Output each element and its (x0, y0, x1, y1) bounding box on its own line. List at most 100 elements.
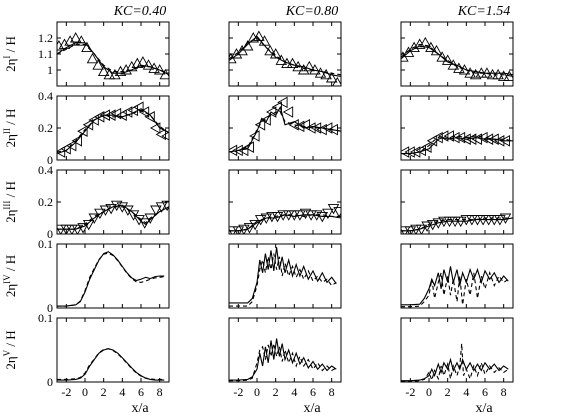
data-marker-triangle-left (401, 146, 410, 158)
data-marker-triangle-left (493, 135, 505, 147)
data-marker-triangle-up (269, 48, 282, 59)
y-label-base: 2η (3, 134, 18, 148)
data-marker-triangle-down (454, 216, 467, 228)
y-tick-label: 0 (47, 227, 53, 241)
data-marker-triangle-down (432, 218, 445, 229)
data-marker-triangle-left (99, 109, 110, 121)
data-marker-triangle-down (266, 211, 278, 223)
data-marker-triangle-up (58, 38, 71, 49)
column-title-kc-080: KC=0.80 (285, 4, 339, 19)
data-marker-triangle-down (327, 203, 340, 215)
panel-r2-c0: 0 0.2 0.4 (38, 163, 170, 241)
data-marker-triangle-up (230, 48, 243, 59)
y-tick-label: 0.2 (38, 195, 53, 209)
series-solid-line (57, 204, 169, 230)
data-marker-triangle-left (299, 119, 310, 131)
panel-frame (400, 317, 514, 383)
data-marker-triangle-down (426, 219, 439, 231)
data-marker-triangle-up (153, 64, 166, 75)
data-marker-triangle-left (305, 122, 316, 134)
data-marker-triangle-up (303, 60, 316, 72)
x-tick-label: 0 (82, 385, 88, 399)
data-marker-triangle-up (430, 44, 443, 56)
data-marker-triangle-down (133, 215, 145, 226)
data-marker-triangle-left (404, 146, 415, 158)
data-marker-triangle-left (71, 135, 82, 147)
data-marker-triangle-down (77, 223, 89, 234)
x-tick-label: 0 (426, 385, 432, 399)
data-marker-triangle-down (282, 210, 295, 221)
data-marker-triangle-left (271, 101, 282, 113)
data-marker-triangle-down (144, 213, 157, 224)
data-marker-triangle-down (138, 218, 151, 229)
series-solid-line (57, 42, 169, 76)
series-solid-line (229, 105, 341, 153)
panel-r0-c1 (228, 21, 342, 87)
x-axis-label-col-2: x/a (475, 401, 493, 416)
panel-plot-area (229, 30, 341, 86)
data-marker-triangle-up (441, 54, 454, 65)
data-marker-triangle-left (138, 106, 150, 118)
data-marker-triangle-down (99, 205, 112, 216)
panel-plot-area (229, 96, 341, 157)
series-solid-line (401, 45, 513, 76)
panel-r3-c1 (228, 243, 342, 309)
data-marker-triangle-down (260, 213, 273, 224)
data-marker-triangle-left (437, 130, 449, 142)
x-tick-label: 4 (119, 385, 125, 399)
data-marker-triangle-down (254, 215, 267, 226)
panel-frame (400, 95, 514, 161)
y-label-base: 2η (3, 356, 18, 370)
data-marker-triangle-down (421, 221, 433, 232)
y-axis-label-row-3: 2ηIV / H (2, 255, 18, 297)
data-marker-triangle-down (271, 211, 284, 223)
data-marker-triangle-left (482, 133, 494, 145)
data-marker-triangle-down (116, 202, 129, 213)
x-tick-label: 6 (138, 385, 144, 399)
data-marker-triangle-left (116, 109, 127, 121)
series-dashed-line (401, 343, 509, 382)
panel-plot-area (57, 32, 169, 80)
series-dashed-line (57, 348, 165, 380)
y-label-superscript: V (2, 349, 12, 356)
panel-frame (56, 243, 170, 309)
data-marker-triangle-up (241, 40, 254, 51)
series-solid-line (401, 357, 509, 382)
x-axis-label-col-1: x/a (303, 401, 321, 416)
panel-r1-c2 (400, 95, 514, 161)
series-solid-line (401, 217, 513, 232)
panel-plot-area (57, 200, 169, 234)
data-marker-triangle-up (408, 41, 420, 53)
x-tick-label: 4 (291, 385, 297, 399)
data-marker-triangle-left (133, 101, 144, 113)
data-marker-triangle-left (460, 133, 471, 145)
data-marker-triangle-left (282, 106, 294, 118)
data-marker-triangle-down (66, 224, 78, 234)
data-marker-triangle-left (243, 141, 254, 153)
y-label-superscript: I (2, 56, 12, 59)
data-marker-triangle-down (488, 215, 501, 226)
data-marker-triangle-down (322, 208, 334, 220)
data-marker-triangle-left (260, 114, 271, 126)
x-tick-label: 2 (445, 385, 451, 399)
y-label-base: 2η (3, 284, 18, 298)
data-marker-triangle-up (292, 60, 304, 72)
panel-r4-c2: -2 0 2 4 6 8 (400, 317, 514, 399)
data-marker-triangle-up (159, 68, 169, 80)
data-marker-triangle-up (264, 44, 276, 56)
panel-frame (56, 95, 170, 161)
panel-plot-area (401, 213, 513, 234)
panel-frame (228, 243, 342, 309)
data-marker-triangle-up (425, 41, 437, 53)
data-marker-triangle-left (65, 139, 77, 152)
y-label-tail: / H (3, 109, 18, 129)
data-marker-triangle-down (238, 224, 250, 234)
panel-r2-c1 (228, 169, 342, 235)
y-axis-label-row-2: 2ηIII / H (2, 181, 18, 223)
panel-plot-area (229, 247, 337, 307)
data-marker-triangle-up (419, 36, 432, 48)
y-tick-label: 0.2 (38, 121, 53, 135)
data-marker-triangle-up (275, 54, 288, 65)
data-marker-triangle-up (86, 52, 99, 64)
series-dashed-line (229, 343, 337, 382)
